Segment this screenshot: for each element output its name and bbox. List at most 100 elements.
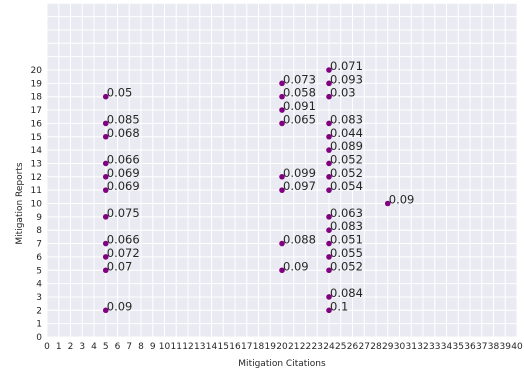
y-tick-label: 15 xyxy=(31,133,42,143)
point-label: 0.097 xyxy=(283,179,316,193)
point-label: 0.03 xyxy=(330,86,356,100)
point-label: 0.066 xyxy=(107,233,140,247)
point-label: 0.1 xyxy=(330,299,348,313)
point-label: 0.069 xyxy=(107,179,140,193)
data-point xyxy=(102,187,109,193)
point-label: 0.055 xyxy=(330,246,363,260)
x-tick-label: 10 xyxy=(159,342,171,352)
point-label: 0.083 xyxy=(330,219,363,233)
x-tick-label: 0 xyxy=(44,342,50,352)
data-point xyxy=(326,187,332,193)
data-point xyxy=(326,160,332,167)
point-label: 0.069 xyxy=(107,166,140,180)
data-point xyxy=(102,267,109,274)
y-tick-label: 3 xyxy=(36,293,42,303)
data-point xyxy=(279,120,285,127)
point-label: 0.066 xyxy=(107,152,140,166)
point-label: 0.068 xyxy=(107,126,140,140)
y-tick-label: 0 xyxy=(36,333,42,343)
x-tick-label: 35 xyxy=(453,342,464,352)
data-point xyxy=(102,133,109,140)
y-axis-label: Mitigation Reports xyxy=(15,162,25,244)
point-label: 0.083 xyxy=(330,112,363,126)
x-tick-label: 7 xyxy=(126,342,132,352)
data-point xyxy=(326,174,332,180)
x-axis-label: Mitigation Citations xyxy=(238,359,326,369)
x-tick-label: 32 xyxy=(417,342,428,352)
x-tick-label: 6 xyxy=(115,342,121,352)
x-tick-label: 21 xyxy=(288,342,299,352)
x-tick-label: 8 xyxy=(138,342,144,352)
x-axis-ticks: 0 1 2 3 4 5 6 7 8 9 10 11 12 13 14 15 16 17 18 19 20 21 22 23 24… xyxy=(44,342,523,352)
point-label: 0.075 xyxy=(107,206,140,220)
x-tick-label: 2 xyxy=(68,342,74,352)
x-tick-label: 27 xyxy=(359,342,370,352)
data-point xyxy=(279,240,285,247)
data-point xyxy=(102,214,109,220)
y-tick-label: 8 xyxy=(36,226,42,236)
data-point xyxy=(279,93,285,100)
data-point xyxy=(384,200,391,207)
y-tick-label: 9 xyxy=(36,213,42,223)
y-tick-label: 5 xyxy=(36,266,42,276)
point-label: 0.065 xyxy=(283,112,316,126)
y-tick-label: 10 xyxy=(31,200,43,210)
data-point xyxy=(102,174,109,180)
point-label: 0.089 xyxy=(330,139,363,153)
x-tick-label: 3 xyxy=(79,342,85,352)
point-label: 0.07 xyxy=(107,259,133,273)
point-label: 0.051 xyxy=(330,233,363,247)
point-label: 0.052 xyxy=(330,166,363,180)
data-point xyxy=(102,307,109,314)
x-tick-label: 22 xyxy=(300,342,311,352)
y-tick-label: 13 xyxy=(31,159,42,169)
data-point xyxy=(102,240,109,247)
data-point xyxy=(326,120,332,127)
data-point xyxy=(326,93,332,100)
data-point xyxy=(102,160,109,167)
x-tick-label: 1 xyxy=(56,342,62,352)
x-tick-label: 17 xyxy=(241,342,252,352)
y-tick-label: 20 xyxy=(31,66,43,76)
data-point xyxy=(279,174,285,180)
data-point xyxy=(326,227,332,233)
point-label: 0.09 xyxy=(389,193,415,207)
x-tick-label: 9 xyxy=(150,342,156,352)
point-label: 0.088 xyxy=(283,233,316,247)
x-tick-label: 23 xyxy=(312,342,323,352)
point-label: 0.044 xyxy=(330,126,363,140)
point-label: 0.052 xyxy=(330,152,363,166)
x-tick-label: 38 xyxy=(488,342,500,352)
data-point xyxy=(326,307,332,314)
point-label: 0.073 xyxy=(283,72,316,86)
point-label: 0.071 xyxy=(330,59,363,73)
data-point xyxy=(326,267,332,274)
y-tick-label: 12 xyxy=(31,173,42,183)
data-point xyxy=(326,80,332,87)
point-label: 0.09 xyxy=(283,259,309,273)
x-tick-label: 13 xyxy=(194,342,205,352)
point-label: 0.054 xyxy=(330,179,363,193)
data-points xyxy=(102,67,391,314)
x-tick-label: 30 xyxy=(394,342,406,352)
y-tick-label: 19 xyxy=(31,79,43,89)
x-tick-label: 37 xyxy=(476,342,487,352)
x-tick-label: 12 xyxy=(182,342,193,352)
x-tick-label: 28 xyxy=(370,342,382,352)
x-tick-label: 15 xyxy=(218,342,229,352)
x-tick-label: 24 xyxy=(323,342,335,352)
y-tick-label: 14 xyxy=(31,146,43,156)
grid-lines xyxy=(46,2,518,338)
y-tick-label: 16 xyxy=(31,119,43,129)
data-point xyxy=(326,67,332,73)
point-label: 0.099 xyxy=(283,166,316,180)
x-tick-label: 29 xyxy=(382,342,394,352)
data-point xyxy=(279,187,285,193)
x-tick-label: 5 xyxy=(103,342,109,352)
x-tick-label: 19 xyxy=(265,342,277,352)
point-label: 0.084 xyxy=(330,286,363,300)
data-point xyxy=(279,267,285,274)
x-tick-label: 4 xyxy=(91,342,97,352)
data-point xyxy=(102,254,109,260)
